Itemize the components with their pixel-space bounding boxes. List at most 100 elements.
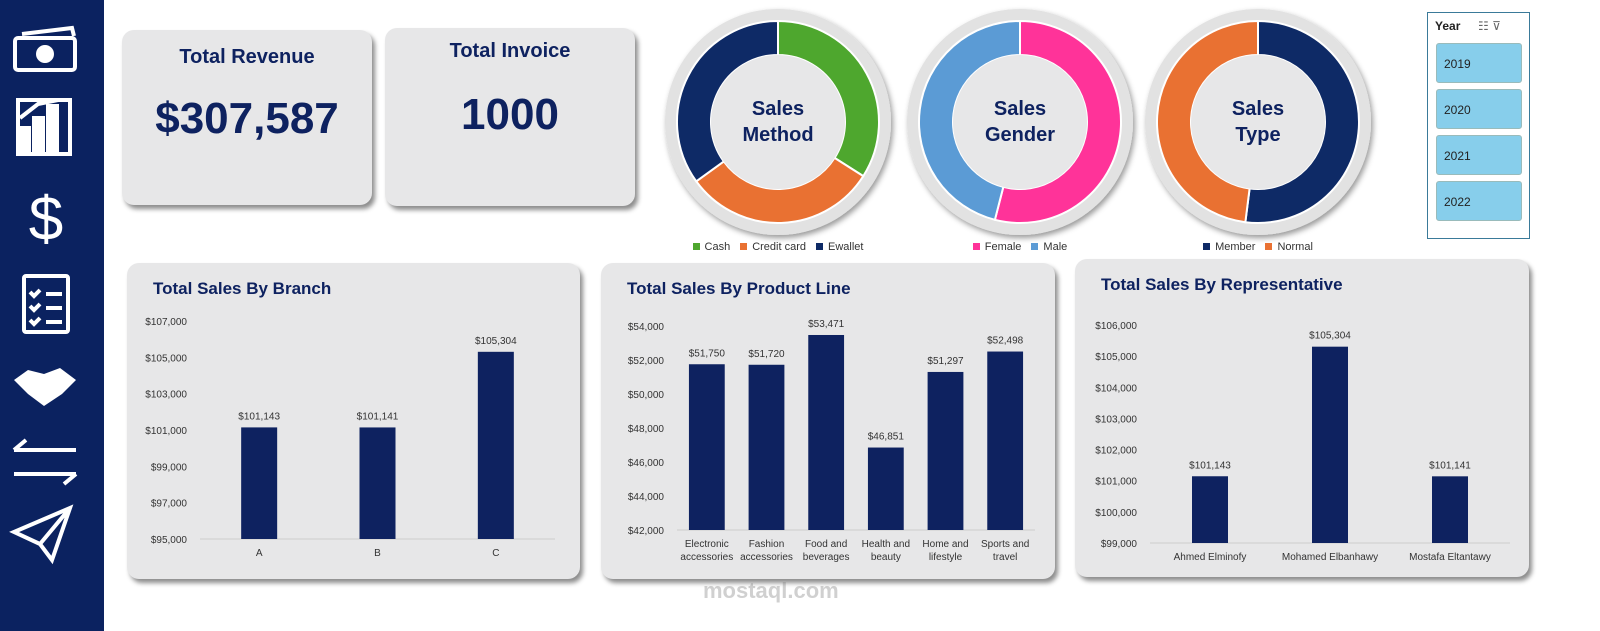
data-label: $52,498 — [987, 336, 1024, 347]
y-tick-label: $54,000 — [628, 322, 665, 333]
legend-item: Ewallet — [816, 241, 863, 253]
legend-label: Credit card — [752, 241, 806, 253]
x-tick-label: Electronic accessories — [680, 539, 734, 563]
bar — [688, 364, 725, 530]
x-tick-label: C — [492, 548, 500, 559]
bar — [359, 427, 396, 539]
donut-hole — [1191, 55, 1325, 189]
chart-title: Total Sales By Branch — [153, 279, 332, 298]
donut-title: Sales Gender — [984, 98, 1056, 146]
bar — [1432, 476, 1468, 543]
bar — [748, 364, 785, 530]
slicer-item[interactable]: 2022 — [1436, 181, 1522, 221]
data-label: $51,720 — [748, 349, 785, 360]
data-label: $101,143 — [1189, 460, 1231, 471]
kpi-label: Total Revenue — [179, 46, 315, 68]
legend-label: Ewallet — [828, 241, 864, 253]
legend: Member Normal — [1138, 241, 1378, 253]
y-tick-label: $46,000 — [628, 458, 665, 469]
x-tick-label: Fashion accessories — [740, 539, 793, 563]
x-tick-label: Ahmed Elminofy — [1173, 552, 1247, 563]
slicer-item[interactable]: 2019 — [1436, 43, 1522, 83]
legend-label: Normal — [1277, 241, 1313, 253]
legend-label: Female — [984, 241, 1022, 253]
legend-item: Female — [972, 241, 1022, 253]
y-tick-label: $52,000 — [628, 356, 665, 367]
x-tick-label: Food and beverages — [802, 539, 850, 563]
svg-text:$: $ — [29, 185, 63, 254]
chart-title: Total Sales By Representative — [1101, 275, 1343, 294]
kpi-value: 1000 — [461, 90, 559, 139]
y-tick-label: $106,000 — [1095, 321, 1137, 332]
bar — [1312, 346, 1348, 543]
x-tick-label: B — [374, 548, 381, 559]
x-tick-label: A — [255, 548, 263, 559]
kpi-label: Total Invoice — [449, 40, 571, 62]
legend-label: Male — [1043, 241, 1068, 253]
legend-item: Cash — [692, 241, 731, 253]
y-tick-label: $103,000 — [1095, 414, 1137, 425]
legend-label: Member — [1215, 241, 1256, 253]
slicer-item[interactable]: 2020 — [1436, 89, 1522, 129]
bar — [241, 427, 278, 539]
x-tick-label: Mohamed Elbanhawy — [1281, 552, 1379, 563]
y-tick-label: $105,000 — [1095, 352, 1137, 363]
legend-item: Normal — [1265, 241, 1313, 253]
bar — [477, 351, 514, 539]
donut-title: Sales Type — [1231, 98, 1285, 146]
data-label: $101,141 — [1429, 460, 1471, 471]
legend-swatch — [740, 243, 748, 250]
bar — [808, 334, 845, 530]
legend-swatch — [816, 243, 823, 250]
y-tick-label: $100,000 — [1095, 508, 1137, 519]
bar — [867, 447, 904, 530]
data-label: $105,304 — [1309, 331, 1351, 342]
data-label: $105,304 — [475, 336, 517, 347]
y-tick-label: $97,000 — [151, 499, 188, 510]
y-tick-label: $42,000 — [628, 526, 665, 537]
legend-swatch — [972, 243, 980, 250]
y-tick-label: $48,000 — [628, 424, 665, 435]
x-tick-label: Sports and travel — [980, 539, 1030, 563]
y-tick-label: $99,000 — [151, 462, 188, 473]
y-tick-label: $103,000 — [145, 390, 187, 401]
y-tick-label: $99,000 — [1101, 539, 1138, 550]
data-label: $46,851 — [868, 432, 905, 443]
data-label: $101,143 — [238, 411, 280, 422]
kpi-value: $307,587 — [155, 94, 339, 143]
slicer-item[interactable]: 2021 — [1436, 135, 1522, 175]
y-tick-label: $101,000 — [1095, 477, 1137, 488]
slicer-controls[interactable]: ☷ ⊽ — [1478, 19, 1501, 33]
watermark: mostaql.com — [703, 578, 839, 603]
y-tick-label: $50,000 — [628, 390, 665, 401]
y-tick-label: $102,000 — [1095, 446, 1137, 457]
y-tick-label: $105,000 — [145, 353, 187, 364]
y-tick-label: $107,000 — [145, 317, 187, 328]
y-tick-label: $104,000 — [1095, 383, 1137, 394]
donut-title: Sales Method — [742, 98, 814, 146]
data-label: $101,141 — [357, 411, 399, 422]
data-label: $51,750 — [689, 348, 726, 359]
legend-item: Credit card — [740, 241, 806, 253]
slicer-title: Year — [1435, 19, 1461, 33]
legend-swatch — [1265, 243, 1273, 250]
legend-swatch — [1203, 243, 1211, 250]
kpi-card: Total Revenue $307,587 — [122, 30, 372, 205]
x-tick-label: Mostafa Eltantawy — [1409, 552, 1491, 563]
bar — [1192, 476, 1228, 543]
bar — [927, 371, 964, 530]
data-label: $53,471 — [808, 319, 845, 330]
slicer: Year ☷ ⊽ 2019 2020 2021 2022 — [1427, 12, 1530, 239]
y-tick-label: $101,000 — [145, 426, 187, 437]
legend-label: Cash — [704, 241, 731, 253]
donut-hole — [953, 55, 1087, 189]
legend-item: Member — [1203, 241, 1255, 253]
chart-title: Total Sales By Product Line — [627, 279, 851, 298]
legend: Female Male — [900, 241, 1140, 253]
legend: Cash Credit card Ewallet — [658, 241, 898, 253]
bar — [987, 351, 1024, 530]
legend-swatch — [1031, 243, 1039, 250]
kpi-card: Total Invoice 1000 — [385, 28, 635, 206]
